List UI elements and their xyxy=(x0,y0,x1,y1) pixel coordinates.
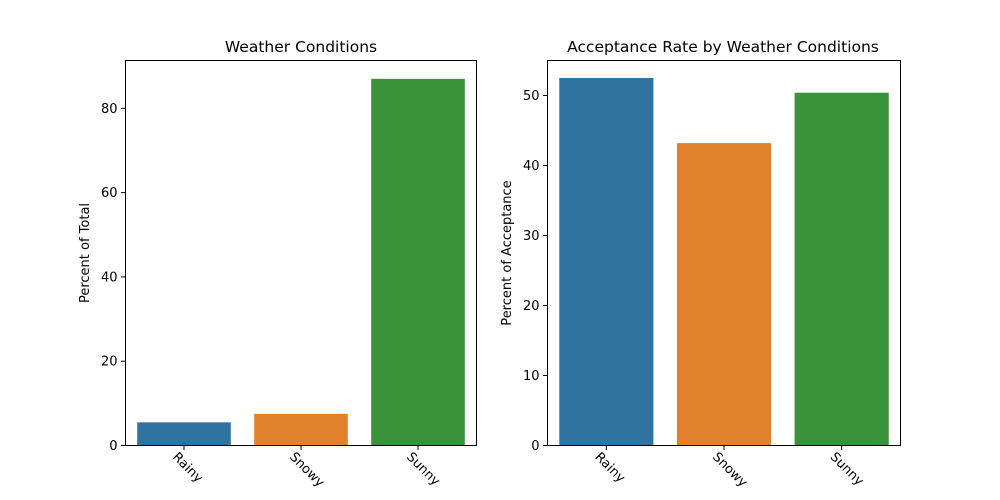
y-tick-label: 0 xyxy=(531,439,539,454)
x-tick-label-sunny: Sunny xyxy=(827,450,867,490)
x-ticks: Rainy Snowy Sunny xyxy=(592,445,867,491)
bars xyxy=(559,78,889,446)
y-tick-label: 40 xyxy=(523,159,540,174)
y-tick-label: 10 xyxy=(523,369,540,384)
y-tick-label: 80 xyxy=(101,102,118,117)
chart-title: Acceptance Rate by Weather Conditions xyxy=(567,38,879,56)
y-ticks: 0 20 40 60 80 xyxy=(101,102,126,454)
bar-snowy xyxy=(676,143,772,446)
plot-frame xyxy=(125,60,477,446)
chart-title: Weather Conditions xyxy=(225,38,377,56)
y-tick-label: 40 xyxy=(101,270,118,285)
x-ticks: Rainy Snowy Sunny xyxy=(169,445,443,491)
bar-rainy xyxy=(559,78,654,446)
y-ticks: 0 10 20 30 40 50 xyxy=(523,89,548,454)
y-tick-label: 30 xyxy=(523,229,540,244)
bars xyxy=(137,78,465,446)
x-tick-label-snowy: Snowy xyxy=(286,450,327,491)
weather-conditions-chart: Weather Conditions Percent of Total 0 20 4… xyxy=(78,38,477,491)
plot-frame xyxy=(547,60,901,446)
y-tick-label: 60 xyxy=(101,186,118,201)
bar-sunny xyxy=(371,78,465,446)
bar-rainy xyxy=(137,422,231,446)
y-tick-label: 50 xyxy=(523,89,540,104)
x-tick-label-sunny: Sunny xyxy=(403,450,443,490)
x-tick-label-rainy: Rainy xyxy=(169,450,205,486)
x-tick-label-rainy: Rainy xyxy=(592,450,628,486)
y-tick-label: 20 xyxy=(523,299,540,314)
x-tick-label-snowy: Snowy xyxy=(709,450,750,491)
y-axis-label: Percent of Acceptance xyxy=(500,180,515,325)
y-tick-label: 0 xyxy=(109,439,117,454)
bar-snowy xyxy=(254,413,348,446)
y-axis-label: Percent of Total xyxy=(78,203,93,303)
acceptance-rate-chart: Acceptance Rate by Weather Conditions Pe… xyxy=(500,38,901,491)
y-tick-label: 20 xyxy=(101,355,118,370)
bar-sunny xyxy=(794,92,889,446)
